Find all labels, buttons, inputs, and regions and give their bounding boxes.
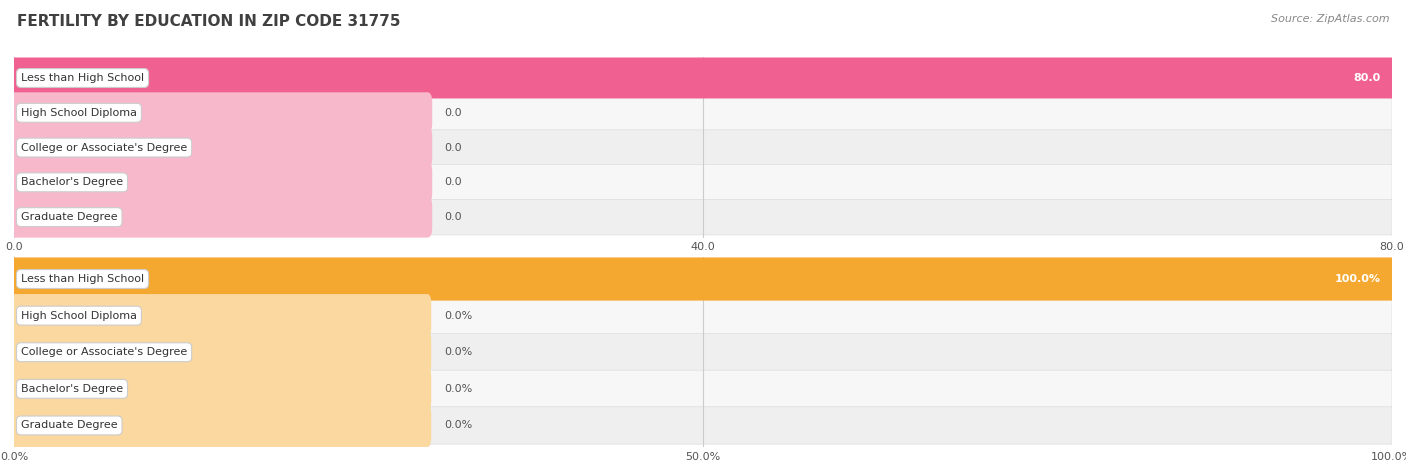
Text: 0.0: 0.0 (444, 178, 461, 188)
Text: 100.0%: 100.0% (1334, 274, 1381, 284)
FancyBboxPatch shape (10, 258, 1396, 300)
FancyBboxPatch shape (14, 370, 1392, 407)
FancyBboxPatch shape (14, 60, 1392, 96)
Text: 0.0: 0.0 (444, 142, 461, 153)
Text: Bachelor's Degree: Bachelor's Degree (21, 178, 124, 188)
FancyBboxPatch shape (10, 294, 432, 337)
Text: Source: ZipAtlas.com: Source: ZipAtlas.com (1271, 14, 1389, 24)
FancyBboxPatch shape (10, 162, 432, 203)
FancyBboxPatch shape (10, 197, 432, 238)
Text: High School Diploma: High School Diploma (21, 311, 136, 321)
FancyBboxPatch shape (14, 297, 1392, 334)
Text: 0.0: 0.0 (444, 212, 461, 222)
FancyBboxPatch shape (10, 127, 432, 168)
Text: Less than High School: Less than High School (21, 274, 143, 284)
FancyBboxPatch shape (10, 92, 432, 133)
FancyBboxPatch shape (10, 58, 1396, 99)
Text: Graduate Degree: Graduate Degree (21, 420, 118, 430)
Text: 0.0%: 0.0% (444, 347, 472, 357)
Text: College or Associate's Degree: College or Associate's Degree (21, 142, 187, 153)
FancyBboxPatch shape (10, 331, 432, 374)
FancyBboxPatch shape (14, 165, 1392, 200)
FancyBboxPatch shape (14, 130, 1392, 165)
Text: FERTILITY BY EDUCATION IN ZIP CODE 31775: FERTILITY BY EDUCATION IN ZIP CODE 31775 (17, 14, 401, 30)
Text: College or Associate's Degree: College or Associate's Degree (21, 347, 187, 357)
Text: Less than High School: Less than High School (21, 73, 143, 83)
Text: High School Diploma: High School Diploma (21, 108, 136, 118)
FancyBboxPatch shape (14, 334, 1392, 371)
Text: 0.0%: 0.0% (444, 384, 472, 394)
Text: Graduate Degree: Graduate Degree (21, 212, 118, 222)
Text: 0.0%: 0.0% (444, 311, 472, 321)
FancyBboxPatch shape (14, 407, 1392, 444)
FancyBboxPatch shape (14, 199, 1392, 235)
FancyBboxPatch shape (10, 404, 432, 447)
Text: 0.0: 0.0 (444, 108, 461, 118)
Text: Bachelor's Degree: Bachelor's Degree (21, 384, 124, 394)
FancyBboxPatch shape (14, 95, 1392, 130)
Text: 0.0%: 0.0% (444, 420, 472, 430)
Text: 80.0: 80.0 (1354, 73, 1381, 83)
FancyBboxPatch shape (10, 367, 432, 410)
FancyBboxPatch shape (14, 260, 1392, 298)
